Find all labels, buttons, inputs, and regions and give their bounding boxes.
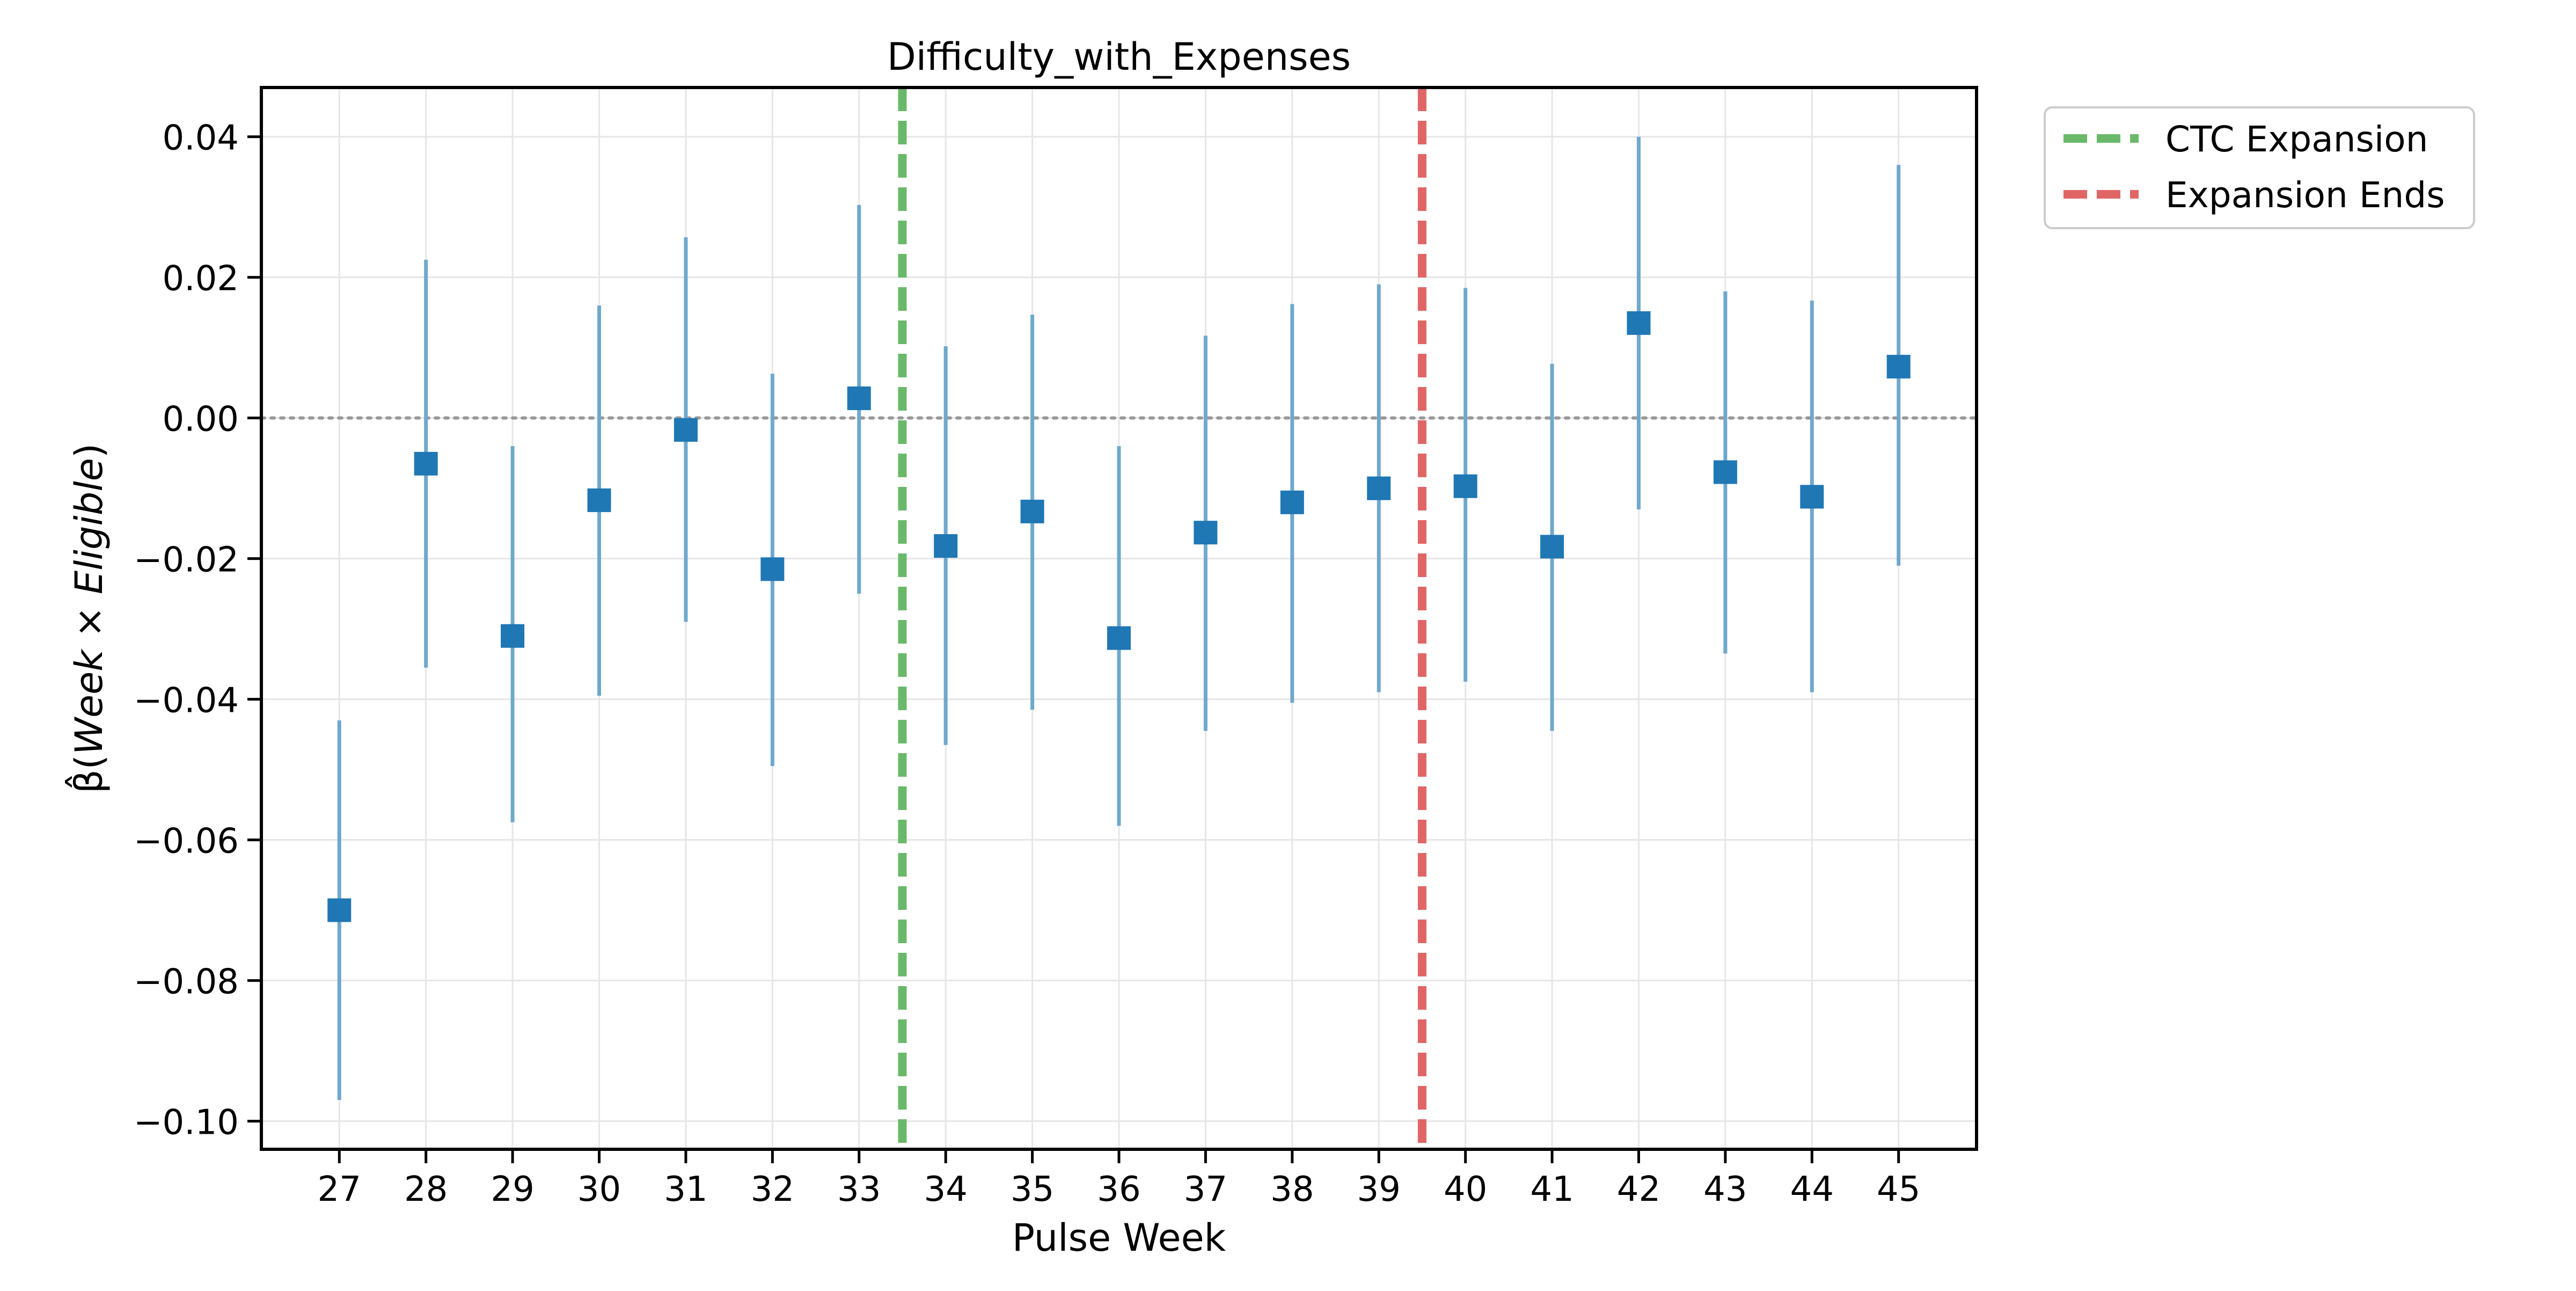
y-tick-label: −0.02 (134, 541, 239, 580)
x-tick-label: 40 (1444, 1170, 1487, 1209)
y-axis-label: β̂(Week × Eligible) (65, 443, 111, 793)
point-marker (501, 624, 525, 648)
x-tick-label: 41 (1530, 1170, 1574, 1209)
point-marker (1020, 499, 1044, 523)
point-marker (1627, 311, 1651, 335)
x-axis-label: Pulse Week (1012, 1216, 1226, 1260)
x-tick-label: 31 (664, 1170, 707, 1209)
x-tick-label: 43 (1703, 1170, 1747, 1209)
legend: CTC Expansion Expansion Ends (2044, 106, 2475, 229)
y-tick-label: 0.04 (163, 119, 239, 158)
y-tick-label: −0.04 (134, 681, 239, 721)
y-tick-label: −0.10 (134, 1103, 239, 1143)
legend-label-ctc-expansion: CTC Expansion (2165, 119, 2428, 160)
point-marker (1453, 474, 1477, 498)
x-tick-label: 37 (1184, 1170, 1227, 1209)
y-tick-label: −0.06 (134, 822, 239, 862)
y-axis-ticks: 0.04 0.02 0.00 −0.02 −0.04 −0.06 −0.08 −0.10 (134, 119, 261, 1143)
point-marker (327, 898, 352, 922)
point-marker (1280, 490, 1304, 514)
x-tick-label: 44 (1790, 1170, 1834, 1209)
x-tick-label: 36 (1097, 1170, 1140, 1209)
x-tick-label: 39 (1357, 1170, 1401, 1209)
y-tick-label: 0.02 (163, 259, 239, 299)
x-tick-label: 45 (1877, 1170, 1920, 1209)
y-tick-label: −0.08 (134, 962, 239, 1002)
x-tick-label: 32 (751, 1170, 794, 1209)
point-marker (760, 557, 785, 581)
point-marker (934, 534, 958, 558)
x-tick-label: 38 (1270, 1170, 1314, 1209)
legend-box (2044, 106, 2475, 229)
x-tick-label: 27 (318, 1170, 361, 1209)
point-marker (674, 418, 698, 442)
x-tick-label: 29 (491, 1170, 534, 1209)
point-marker (1540, 535, 1564, 559)
x-tick-label: 35 (1011, 1170, 1054, 1209)
point-marker (414, 451, 438, 476)
legend-label-expansion-ends: Expansion Ends (2165, 174, 2445, 216)
point-marker (1367, 476, 1391, 500)
point-marker (587, 488, 611, 512)
point-marker (1713, 460, 1737, 484)
x-tick-label: 42 (1617, 1170, 1660, 1209)
x-tick-label: 28 (404, 1170, 448, 1209)
chart-title: Difficulty_with_Expenses (887, 35, 1351, 79)
point-marker (1107, 626, 1131, 650)
point-marker (1194, 521, 1218, 545)
point-marker (1886, 355, 1911, 379)
y-tick-label: 0.00 (163, 400, 239, 440)
x-tick-label: 30 (577, 1170, 621, 1209)
point-marker (1800, 485, 1824, 509)
x-tick-label: 33 (837, 1170, 881, 1209)
markers-layer (327, 311, 1911, 922)
point-marker (847, 386, 871, 410)
x-axis-ticks: 27 28 29 30 31 32 33 34 35 36 37 38 39 40 41 42 43 44 45 (318, 1149, 1920, 1209)
reference-lines-layer (898, 87, 1426, 1149)
x-tick-label: 34 (924, 1170, 967, 1209)
